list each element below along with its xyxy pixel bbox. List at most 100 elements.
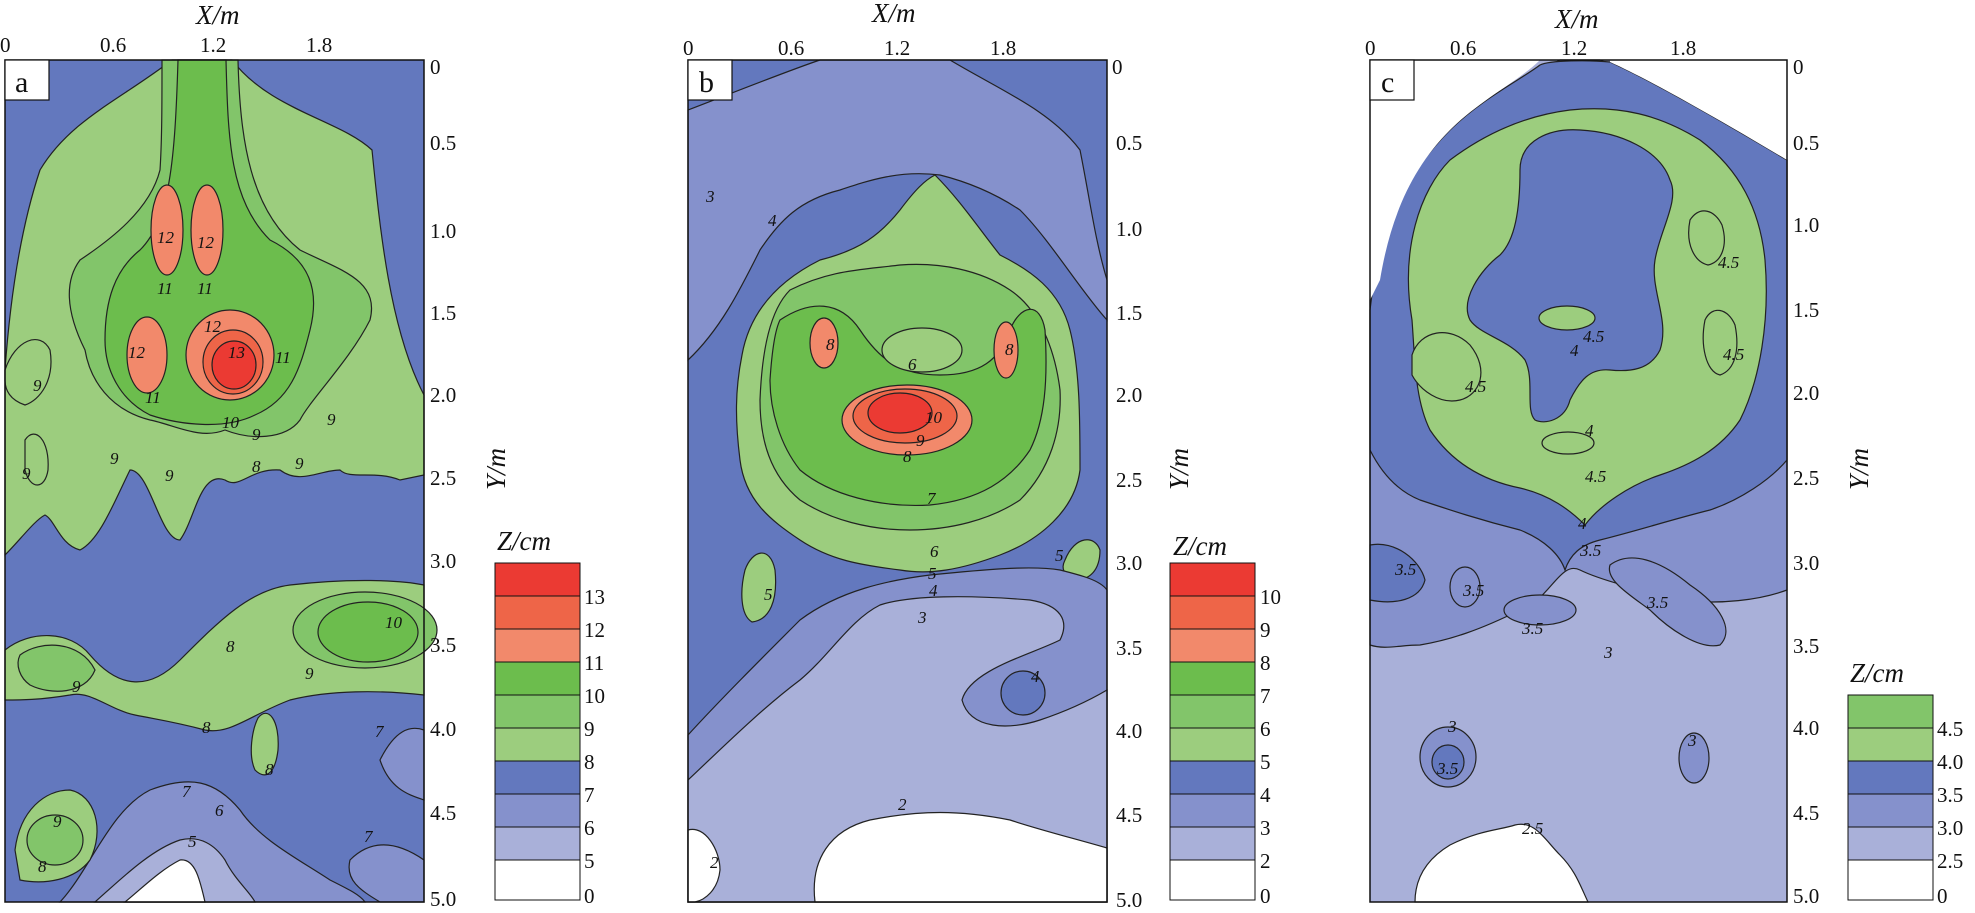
panel-a-legend-label: 11 [584,651,604,675]
panel-b-legend-swatch [1169,727,1256,762]
panel-a-frame [4,59,425,903]
panel-b-letter: b [699,66,714,99]
panel-c-y-tick: 3.5 [1793,634,1819,658]
contour-label: 10 [222,413,240,432]
panel-b-zone-3-4-top [687,59,1108,362]
contour-label: 2 [898,795,907,814]
contour-label: 8 [202,718,211,737]
panel-c-legend-title: Z/cm [1850,658,1904,688]
contour-label: 3 [1447,717,1457,736]
panel-c-legend-label: 3.5 [1937,783,1963,807]
contour-label: 9 [305,664,314,683]
contour-label: 12 [157,228,175,247]
panel-b-y-tick: 4.5 [1116,803,1142,827]
panel-c-legend-swatch [1847,793,1934,828]
panel-b-legend-label: 7 [1260,684,1271,708]
panel-a-y-tick: 3.0 [430,549,456,573]
panel-a-y-tick: 4.0 [430,717,456,741]
contour-label: 5 [764,585,773,604]
panel-b: b X/m 0 0.6 1.2 1.8 Y/m 0 0.5 1.0 1.5 2.… [683,0,1281,912]
panel-a-x-tick: 1.2 [200,33,226,57]
contour-label: 7 [927,489,937,508]
contour-label: 4.5 [1723,345,1744,364]
contour-label: 4.5 [1718,253,1739,272]
panel-a-legend-swatch [494,760,581,795]
panel-a-legend-swatch [494,826,581,861]
panel-a-y-tick: 0 [430,55,441,79]
panel-a-x-axis-label: X/m [195,0,240,30]
panel-b-x-tick: 1.2 [884,36,910,60]
panel-a-legend-label: 5 [584,849,595,873]
panel-c-zone-0-2.5 [1414,823,1589,903]
panel-a-legend-swatch [494,562,581,597]
panel-a-legend-swatch [494,661,581,696]
panel-a-legend-label: 7 [584,783,595,807]
panel-a-zone-10-middle [317,601,419,663]
panel-c-zone-3.5-blob-5 [1678,732,1710,784]
panel-b-legend-label: 5 [1260,750,1271,774]
panel-a-legend-label: 12 [584,618,605,642]
panel-b-legend-swatch [1169,859,1256,901]
panel-c-zone-0-top-left [1370,60,1540,300]
panel-c-zone-4.5-left [1411,332,1482,402]
panel-b-frame [687,59,1108,903]
contour-label: 6 [930,542,939,561]
contour-label: 4 [1585,421,1594,440]
contour-label: 7 [375,722,385,741]
contour-label: 3 [705,187,715,206]
panel-a-legend-swatch [494,727,581,762]
panel-a-y-axis-label: Y/m [481,448,511,490]
panel-a-legend-label: 6 [584,816,595,840]
panel-c-letter: c [1381,66,1394,99]
panel-c-zone-3.5-blob-2 [1503,594,1577,626]
panel-b-y-tick: 1.0 [1116,217,1142,241]
panel-c-zone-3.5-blob-3 [1608,557,1727,647]
contour-label: 12 [128,343,146,362]
contour-label: 9 [165,466,174,485]
panel-c-x-tick: 1.8 [1670,36,1696,60]
panel-c-zone-3.5-blob-inner [1431,744,1465,780]
contour-label: 3.5 [1436,759,1458,778]
panel-c-y-tick: 2.5 [1793,466,1819,490]
contour-label: 7 [364,827,374,846]
panel-c-zone-4.5-center [1538,305,1596,331]
panel-b-zone-8-left [809,317,839,369]
panel-a-island-mid [250,712,279,776]
panel-a-y-tick: 1.5 [430,301,456,325]
panel-c-zone-3.5-band [1369,543,1426,603]
panel-b-y-tick: 3.0 [1116,551,1142,575]
panel-c-zone-4.5-lower [1541,431,1595,455]
contour-label: 2.5 [1522,819,1543,838]
panel-b-legend-swatch [1169,661,1256,696]
panel-c-x-tick: 0.6 [1450,36,1476,60]
panel-c-y-tick: 1.5 [1793,298,1819,322]
panel-b-x-tick: 1.8 [990,36,1016,60]
panel-b-zone-4-lower [1000,670,1046,716]
contour-label: 8 [252,457,261,476]
contour-label: 13 [228,343,245,362]
panel-c-y-tick: 0 [1793,55,1804,79]
panel-a-zone-0-5-bottom [123,859,206,903]
panel-b-x-axis-label: X/m [871,0,916,28]
panel-a-legend-label: 10 [584,684,605,708]
panel-a-zone-9-bottom-left [26,814,84,866]
panel-a-legend-swatch [494,793,581,828]
contour-label: 12 [204,317,222,336]
contour-label: 11 [275,348,291,367]
contour-label: 4 [1578,514,1587,533]
panel-b-legend-swatch [1169,562,1256,597]
panel-a-zone-11-12-left-lower [126,316,168,394]
panel-a-y-tick: 5.0 [430,887,456,911]
contour-label: 12 [197,233,215,252]
contour-label: 8 [903,447,912,466]
panel-a-legend-swatch [494,595,581,630]
panel-b-legend-label: 10 [1260,585,1281,609]
panel-a-legend-label: 13 [584,585,605,609]
panel-b-legend-swatch [1169,595,1256,630]
panel-c-legend-swatch [1847,760,1934,795]
panel-b-zone-5-left [741,552,777,623]
contour-label: 2 [710,853,719,872]
contour-label: 3 [1603,643,1613,662]
contour-label: 4 [929,581,938,600]
